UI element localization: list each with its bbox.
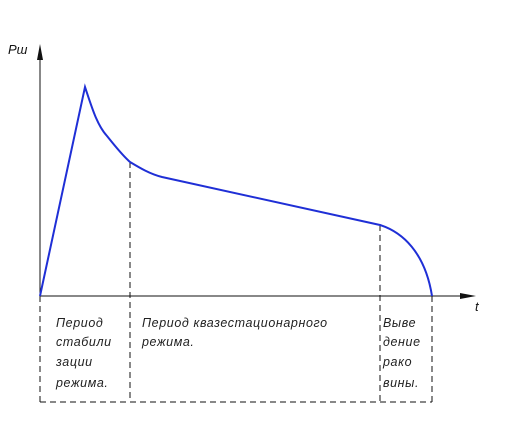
x-axis-label: t (475, 299, 480, 314)
y-axis-arrow (37, 44, 43, 60)
x-axis-arrow (460, 293, 476, 299)
y-axis-label: Pш (8, 42, 28, 57)
period-1-line-4: режима. (55, 376, 109, 390)
period-2-line-2: режима. (141, 335, 195, 349)
period-1-line-1: Период (56, 316, 103, 330)
period-3-line-3: рако (382, 355, 412, 369)
period-3-line-1: Выве (383, 316, 416, 330)
period-2-line-1: Период квазестационарного (142, 316, 328, 330)
period-1-line-3: зации (55, 355, 93, 369)
period-3-line-2: дение (383, 335, 421, 349)
period-3-line-4: вины. (383, 376, 419, 390)
period-1-line-2: стабили (56, 335, 112, 349)
production-curve (39, 83, 433, 297)
